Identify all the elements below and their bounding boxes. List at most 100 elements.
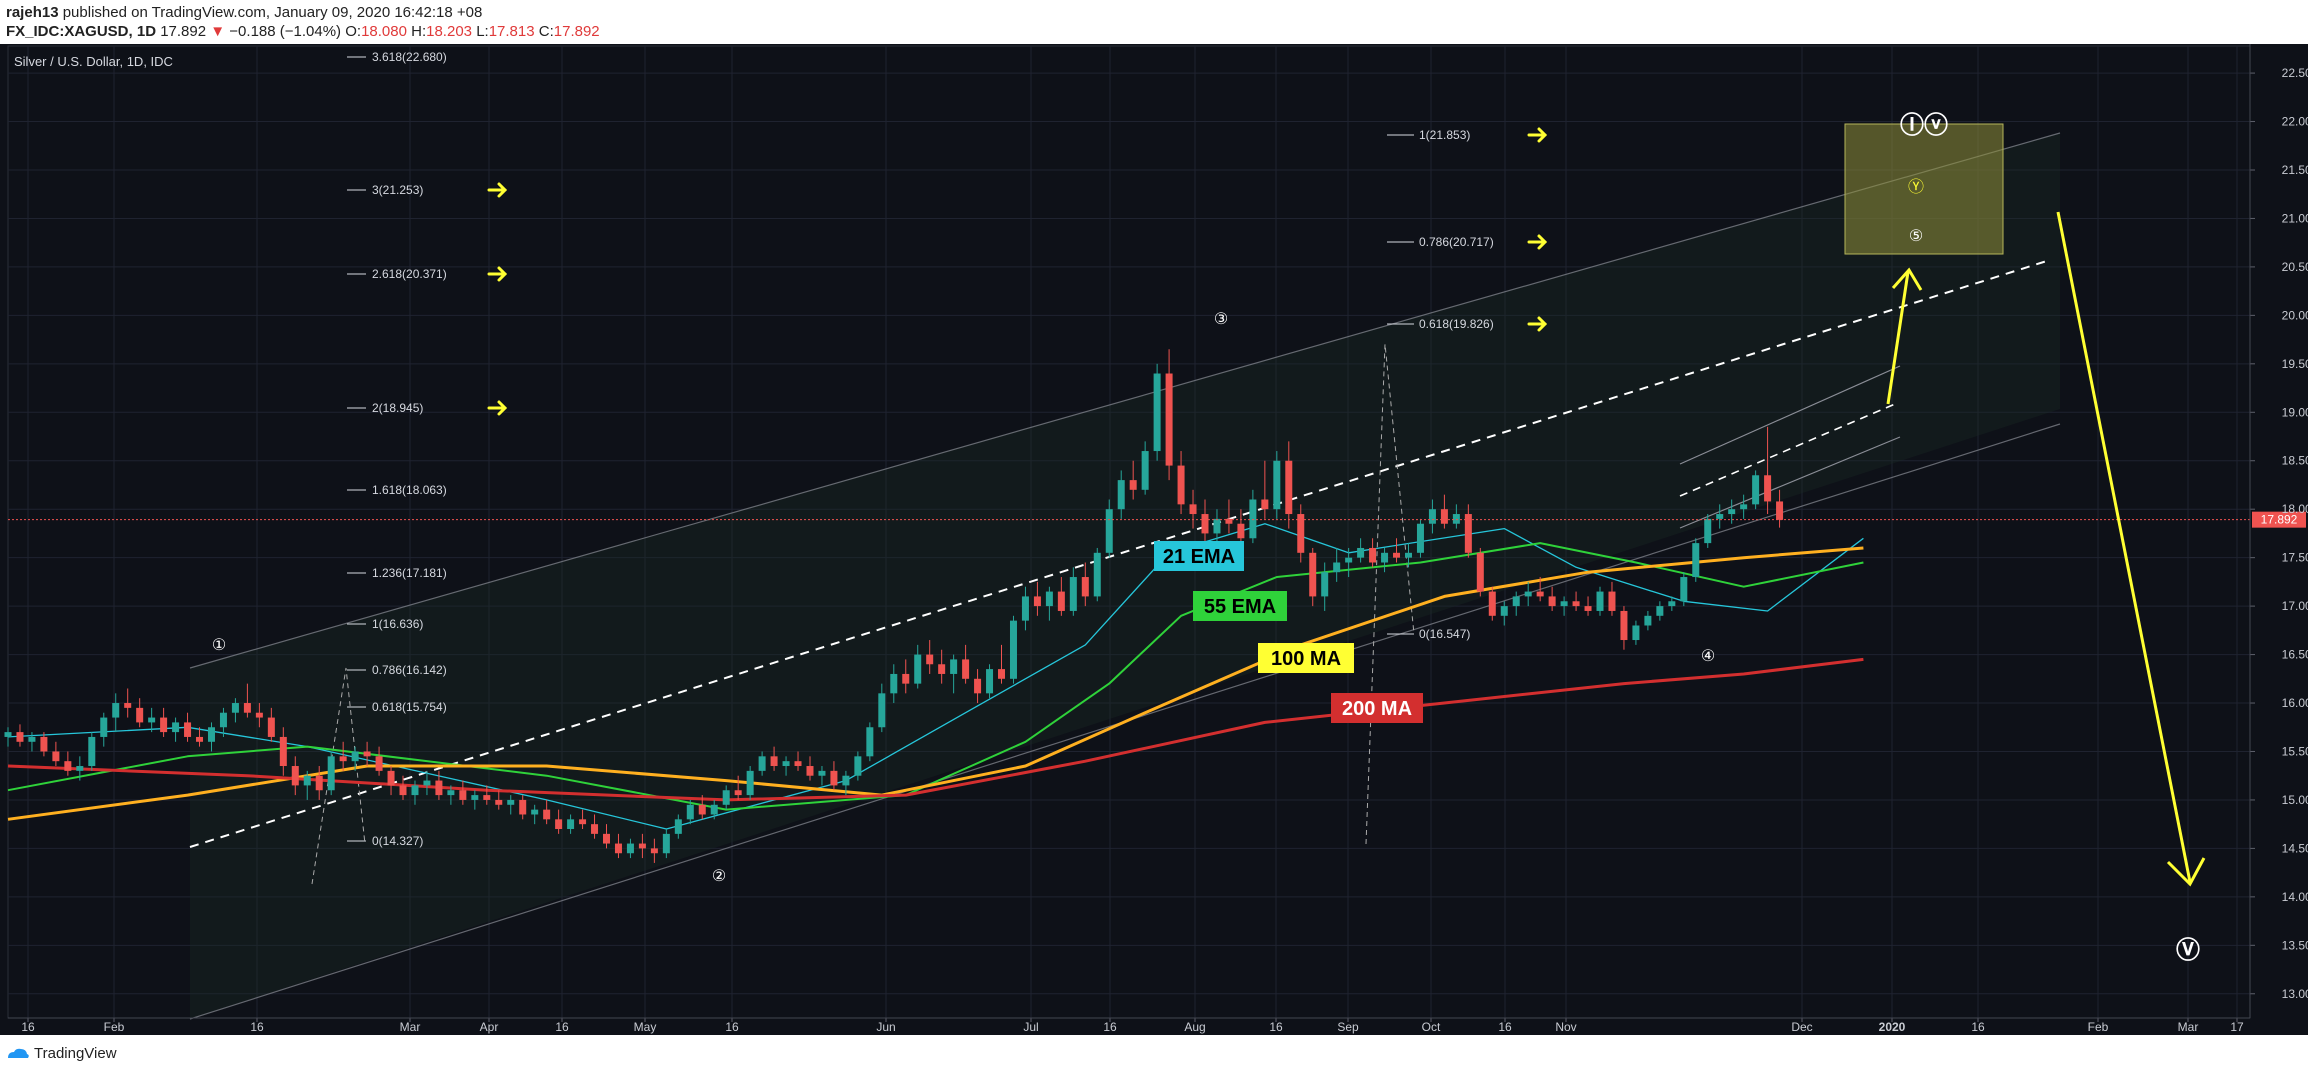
y-tick-label: 22.500 bbox=[2282, 66, 2308, 80]
candle-body bbox=[76, 766, 84, 771]
fib-level-label: 3.618(22.680) bbox=[372, 50, 447, 64]
candle-body bbox=[207, 727, 215, 742]
candle-body bbox=[531, 809, 539, 815]
fib-level-label: 1(21.853) bbox=[1419, 128, 1470, 142]
x-tick-label: Jul bbox=[1023, 1020, 1038, 1034]
candle-body bbox=[399, 785, 407, 796]
candle-body bbox=[1584, 606, 1592, 611]
candle-body bbox=[315, 775, 323, 791]
y-tick-label: 20.000 bbox=[2282, 308, 2308, 322]
candle-body bbox=[1680, 577, 1688, 602]
x-tick-label: 16 bbox=[1269, 1020, 1283, 1034]
candle-body bbox=[998, 669, 1006, 679]
y-tick-label: 14.500 bbox=[2282, 841, 2308, 855]
candle-body bbox=[662, 833, 670, 854]
candle-body bbox=[1596, 591, 1604, 611]
candle-body bbox=[866, 727, 874, 757]
candle-body bbox=[986, 669, 994, 694]
candle-body bbox=[722, 790, 730, 805]
candle-body bbox=[136, 707, 144, 723]
publication-bar: rajeh13 published on TradingView.com, Ja… bbox=[0, 0, 2308, 44]
candle-body bbox=[950, 659, 958, 674]
x-tick-label: Jun bbox=[876, 1020, 895, 1034]
candle-body bbox=[1524, 591, 1532, 597]
candle-body bbox=[243, 703, 251, 713]
candle-body bbox=[710, 804, 718, 815]
footer-brand[interactable]: TradingView bbox=[34, 1045, 117, 1062]
candle-body bbox=[674, 819, 682, 834]
candle-body bbox=[4, 732, 12, 737]
x-tick-label: Mar bbox=[2178, 1020, 2199, 1034]
price-chart[interactable]: 3.618(22.680) 3(21.253) 2.618(20.371) 2(18.… bbox=[0, 44, 2308, 1035]
candle-body bbox=[495, 799, 503, 805]
candle-body bbox=[638, 843, 646, 849]
chart-title: Silver / U.S. Dollar, 1D, IDC bbox=[14, 54, 173, 69]
fib-level-label: 1.236(17.181) bbox=[372, 566, 447, 580]
candle-body bbox=[327, 756, 335, 791]
candle-body bbox=[1692, 543, 1700, 578]
x-tick-label: 16 bbox=[1498, 1020, 1512, 1034]
candle-body bbox=[1069, 577, 1077, 611]
candle-body bbox=[1488, 591, 1496, 616]
y-tick-label: 14.000 bbox=[2282, 890, 2308, 904]
candle-body bbox=[519, 799, 527, 815]
candle-body bbox=[52, 751, 60, 762]
low-label: L: bbox=[476, 23, 489, 40]
candle-body bbox=[1165, 373, 1173, 466]
candle-body bbox=[1740, 504, 1748, 510]
open-label: O: bbox=[345, 23, 362, 40]
candle-body bbox=[1129, 480, 1137, 490]
candle-body bbox=[1464, 514, 1472, 553]
down-arrow-head-icon bbox=[2166, 857, 2206, 887]
close-label: C: bbox=[538, 23, 554, 40]
candle-body bbox=[160, 717, 168, 733]
fib-level-label: 1.618(18.063) bbox=[372, 483, 447, 497]
down-arrow-icon: ▼ bbox=[210, 23, 226, 40]
candle-body bbox=[1345, 557, 1353, 563]
y-tick-label: 15.000 bbox=[2282, 793, 2308, 807]
candle-body bbox=[555, 819, 563, 830]
fib-level-label: 0.618(15.754) bbox=[372, 700, 447, 714]
fib-anchor-right bbox=[1365, 343, 1415, 845]
x-tick-label: Oct bbox=[1422, 1020, 1441, 1034]
candle-body bbox=[1404, 552, 1412, 558]
x-tick-label: Nov bbox=[1555, 1020, 1576, 1034]
candle-body bbox=[746, 770, 754, 796]
candle-body bbox=[279, 736, 287, 767]
candle-body bbox=[1620, 610, 1628, 641]
candle-body bbox=[734, 790, 742, 796]
wave-label: ④ bbox=[1701, 648, 1715, 665]
candle-body bbox=[1357, 547, 1365, 558]
wave-label: ③ bbox=[1214, 311, 1228, 328]
candle-body bbox=[1476, 552, 1484, 592]
candle-body bbox=[1644, 615, 1652, 626]
candles bbox=[4, 349, 1784, 863]
candle-body bbox=[962, 659, 970, 679]
candle-body bbox=[471, 795, 479, 800]
candle-body bbox=[1117, 480, 1125, 510]
candle-body bbox=[411, 785, 419, 796]
candle-body bbox=[1033, 596, 1041, 607]
x-tick-label: 17 bbox=[2230, 1020, 2244, 1034]
candle-body bbox=[363, 751, 371, 757]
candle-body bbox=[423, 780, 431, 786]
candle-body bbox=[1536, 591, 1544, 597]
y-tick-label: 21.500 bbox=[2282, 163, 2308, 177]
author-name[interactable]: rajeh13 bbox=[6, 4, 59, 21]
candle-body bbox=[64, 761, 72, 771]
wedge-midline bbox=[1679, 403, 1896, 497]
ma-label-box bbox=[1193, 591, 1287, 621]
ma-line bbox=[7, 542, 1864, 811]
candle-body bbox=[1213, 518, 1221, 534]
open-value: 18.080 bbox=[361, 23, 407, 40]
x-tick-label: Aug bbox=[1184, 1020, 1205, 1034]
x-tick-label: 16 bbox=[725, 1020, 739, 1034]
candle-body bbox=[303, 775, 311, 786]
candle-body bbox=[1728, 509, 1736, 515]
axes: 13.000 13.500 14.000 14.500 15.000 15.500 16.0… bbox=[8, 44, 2308, 1034]
symbol: FX_IDC:XAGUSD, 1D bbox=[6, 23, 157, 40]
candle-body bbox=[591, 824, 599, 834]
candle-body bbox=[1416, 523, 1424, 553]
x-tick-label: May bbox=[634, 1020, 657, 1034]
